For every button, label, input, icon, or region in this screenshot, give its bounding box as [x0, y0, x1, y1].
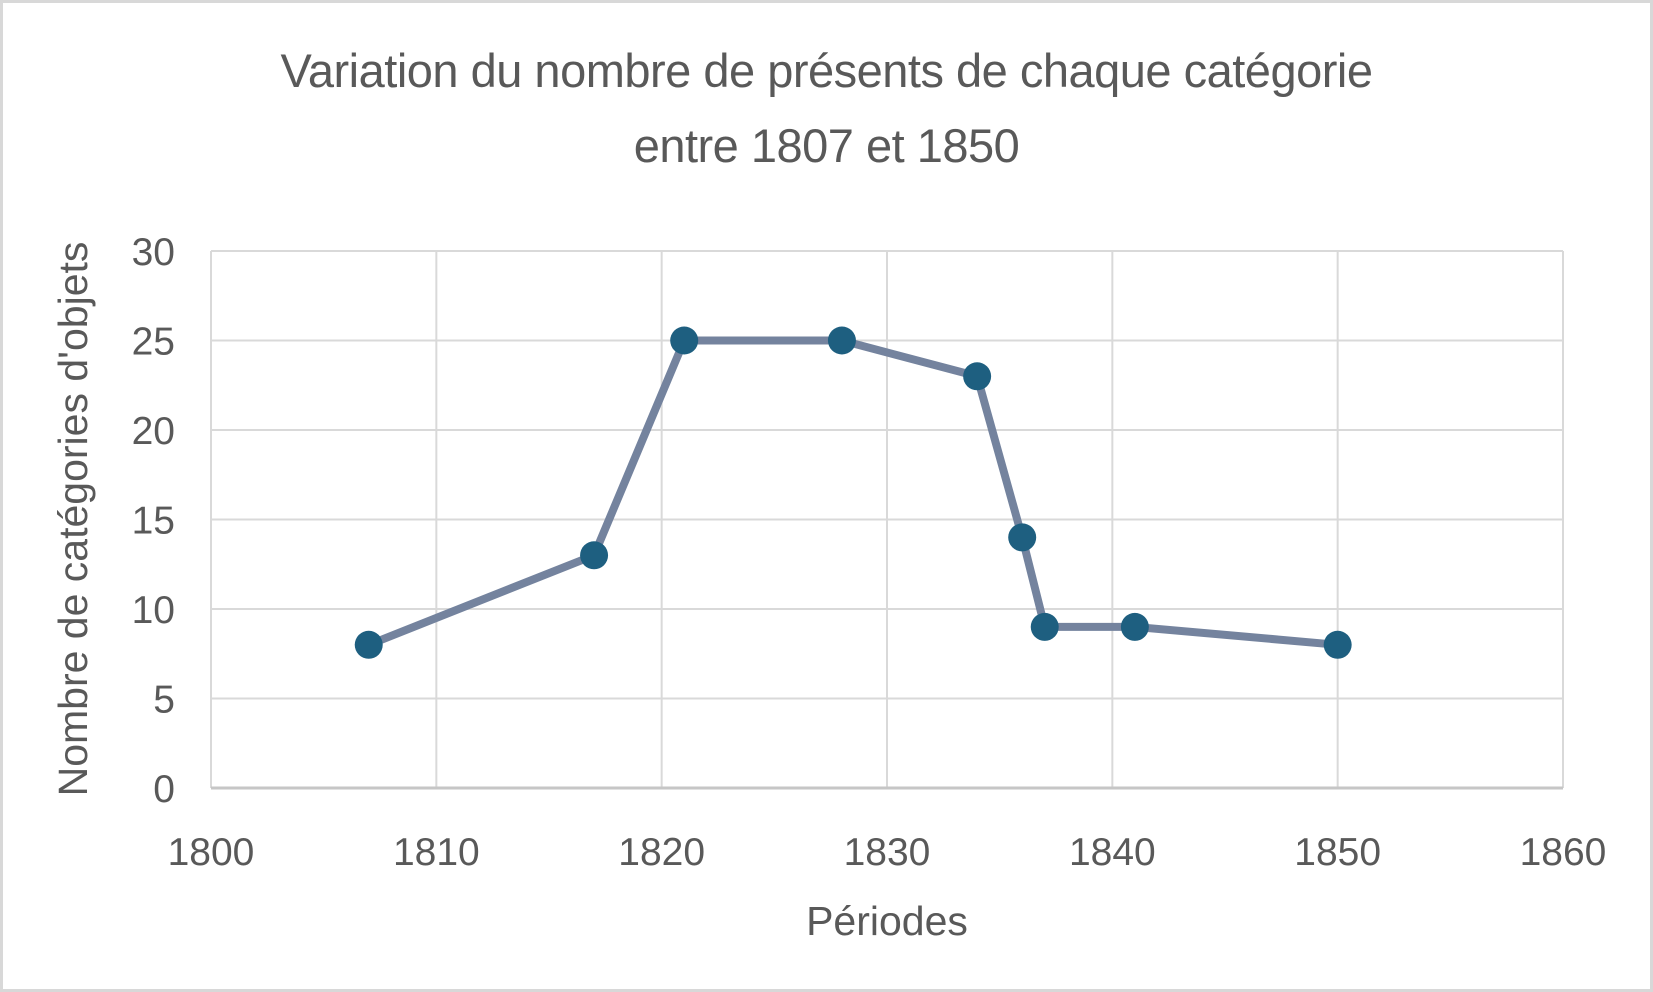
data-line [364, 336, 1342, 649]
data-point [827, 326, 856, 355]
line-chart: 1800 1810 1820 1830 1840 1850 1860 0 5 10 15 20 25 30… [50, 231, 1607, 944]
data-point [580, 541, 609, 570]
y-tick-label: 20 [132, 410, 175, 453]
data-point [963, 362, 992, 391]
y-tick-label: 0 [153, 768, 175, 811]
tick-labels: 1800 1810 1820 1830 1840 1850 1860 0 5 10 15 20 25 30 [132, 231, 1607, 874]
x-tick-label: 1860 [1520, 831, 1607, 874]
y-tick-label: 30 [132, 231, 175, 274]
data-point [1323, 630, 1352, 659]
data-point [670, 326, 699, 355]
data-point [354, 630, 383, 659]
x-tick-label: 1840 [1069, 831, 1156, 874]
x-tick-label: 1850 [1294, 831, 1381, 874]
data-point [1030, 612, 1059, 641]
y-axis-title: Nombre de catégories d'objets [50, 242, 96, 797]
y-tick-label: 10 [132, 589, 175, 632]
chart-title: Variation du nombre de présents de chaqu… [280, 44, 1373, 173]
gridlines [210, 250, 1564, 788]
x-tick-label: 1810 [393, 831, 480, 874]
x-tick-label: 1800 [168, 831, 255, 874]
x-tick-label: 1830 [844, 831, 931, 874]
data-point [1120, 612, 1149, 641]
y-tick-label: 15 [132, 500, 175, 543]
data-point [1008, 523, 1037, 552]
x-axis-title: Périodes [806, 898, 968, 944]
y-tick-label: 25 [132, 321, 175, 364]
y-tick-label: 5 [153, 679, 175, 722]
x-tick-label: 1820 [618, 831, 705, 874]
data-series [354, 326, 1352, 659]
